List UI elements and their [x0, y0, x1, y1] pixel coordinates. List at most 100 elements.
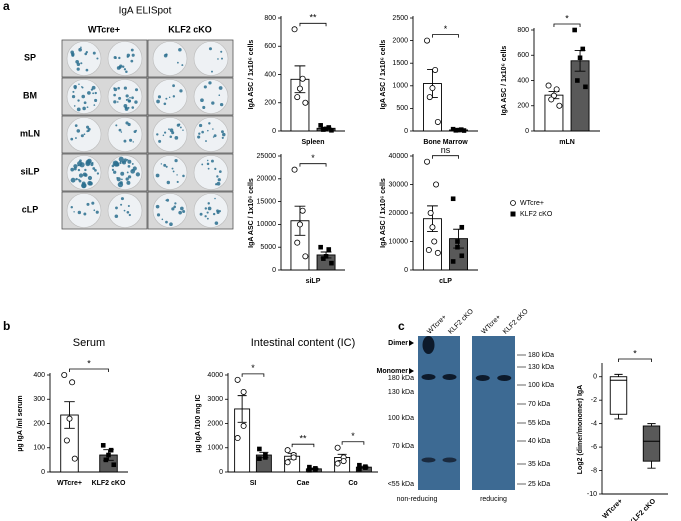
spot [118, 96, 122, 100]
data-point [326, 247, 332, 252]
data-point [290, 454, 297, 461]
spot [120, 197, 124, 201]
spot [125, 177, 129, 181]
spot [129, 138, 133, 142]
spot [211, 101, 215, 105]
spot [93, 209, 96, 212]
spot [87, 130, 90, 132]
spot [87, 91, 91, 95]
column-label: WTcre+ [88, 24, 120, 34]
spot [171, 207, 175, 211]
spot [118, 56, 121, 60]
y-tick-label: 0 [272, 128, 276, 135]
spot [90, 88, 94, 91]
x-tick-label: Spleen [302, 139, 325, 146]
spot [96, 57, 99, 60]
data-point [321, 256, 326, 261]
spot [92, 92, 95, 95]
data-point [302, 253, 309, 260]
data-point [318, 123, 323, 128]
y-tick-label: 0 [593, 374, 597, 381]
ladder-label: <55 kDa [388, 481, 414, 488]
y-tick-label: 100 [33, 445, 45, 452]
y-tick-label: 0 [219, 469, 223, 476]
spot [131, 106, 135, 109]
spot [85, 68, 89, 72]
spot [70, 205, 73, 209]
spot [91, 201, 95, 205]
data-point [432, 66, 439, 73]
band [497, 375, 512, 381]
data-point [106, 452, 111, 458]
spot [178, 47, 182, 52]
error-bar [64, 401, 75, 429]
spot [91, 85, 96, 90]
spot [220, 50, 223, 53]
significance-bracket [341, 441, 365, 445]
spot [79, 162, 85, 168]
spot [87, 127, 91, 131]
spot [118, 128, 122, 132]
x-tick-label: WTcre+ [57, 480, 82, 487]
spot [126, 210, 130, 214]
chart-title: Serum [73, 337, 105, 349]
spot [169, 222, 173, 226]
spot [222, 132, 226, 137]
spot [80, 46, 82, 48]
band-label: Monomer [377, 368, 409, 375]
data-point [580, 46, 586, 52]
y-tick-label: 0 [41, 469, 45, 476]
spot [78, 173, 84, 178]
data-point [321, 127, 326, 132]
blot-condition: non-reducing [397, 496, 438, 503]
spot [178, 210, 182, 215]
significance-label: ns [441, 145, 451, 155]
spot [123, 68, 127, 71]
spot [169, 135, 173, 139]
spot [113, 170, 117, 174]
y-tick-label: 3000 [207, 396, 223, 403]
data-point [459, 224, 465, 230]
spot [155, 173, 160, 178]
y-axis-label: IgA ASC / 1x10⁶ cells [380, 178, 387, 248]
x-tick-label: Co [348, 480, 357, 487]
spot [172, 84, 175, 88]
spot [131, 96, 134, 100]
spot [73, 164, 78, 169]
spot [80, 134, 84, 138]
plate-well [193, 155, 229, 190]
y-tick-label: 0 [525, 128, 529, 135]
spot [207, 129, 209, 132]
spot [130, 48, 134, 52]
data-point [291, 166, 298, 173]
row-label: cLP [22, 204, 39, 214]
y-tick-label: 2000 [207, 420, 223, 427]
spot [200, 98, 204, 103]
ladder-label: 100 kDa [388, 415, 414, 422]
y-tick-label: 25000 [257, 153, 277, 160]
spot [156, 133, 159, 136]
data-point [66, 415, 73, 422]
plate-well [152, 155, 188, 190]
spot [113, 100, 117, 104]
spot [70, 177, 76, 183]
ladder-label: 25 kDa [528, 481, 550, 488]
band [442, 457, 457, 463]
data-point [318, 244, 323, 250]
spot [127, 98, 129, 100]
data-point [323, 254, 329, 259]
spot [165, 97, 168, 100]
y-tick-label: 0 [404, 128, 408, 135]
y-tick-label: 500 [396, 105, 408, 112]
spot [123, 86, 127, 90]
spot [73, 211, 75, 213]
spot [83, 133, 86, 136]
spot [168, 96, 171, 99]
spot [204, 215, 207, 218]
spot [83, 212, 87, 216]
box [642, 425, 661, 462]
spot [80, 62, 83, 65]
spot [206, 162, 210, 166]
spot [162, 134, 165, 137]
ladder-label: 35 kDa [528, 461, 550, 468]
